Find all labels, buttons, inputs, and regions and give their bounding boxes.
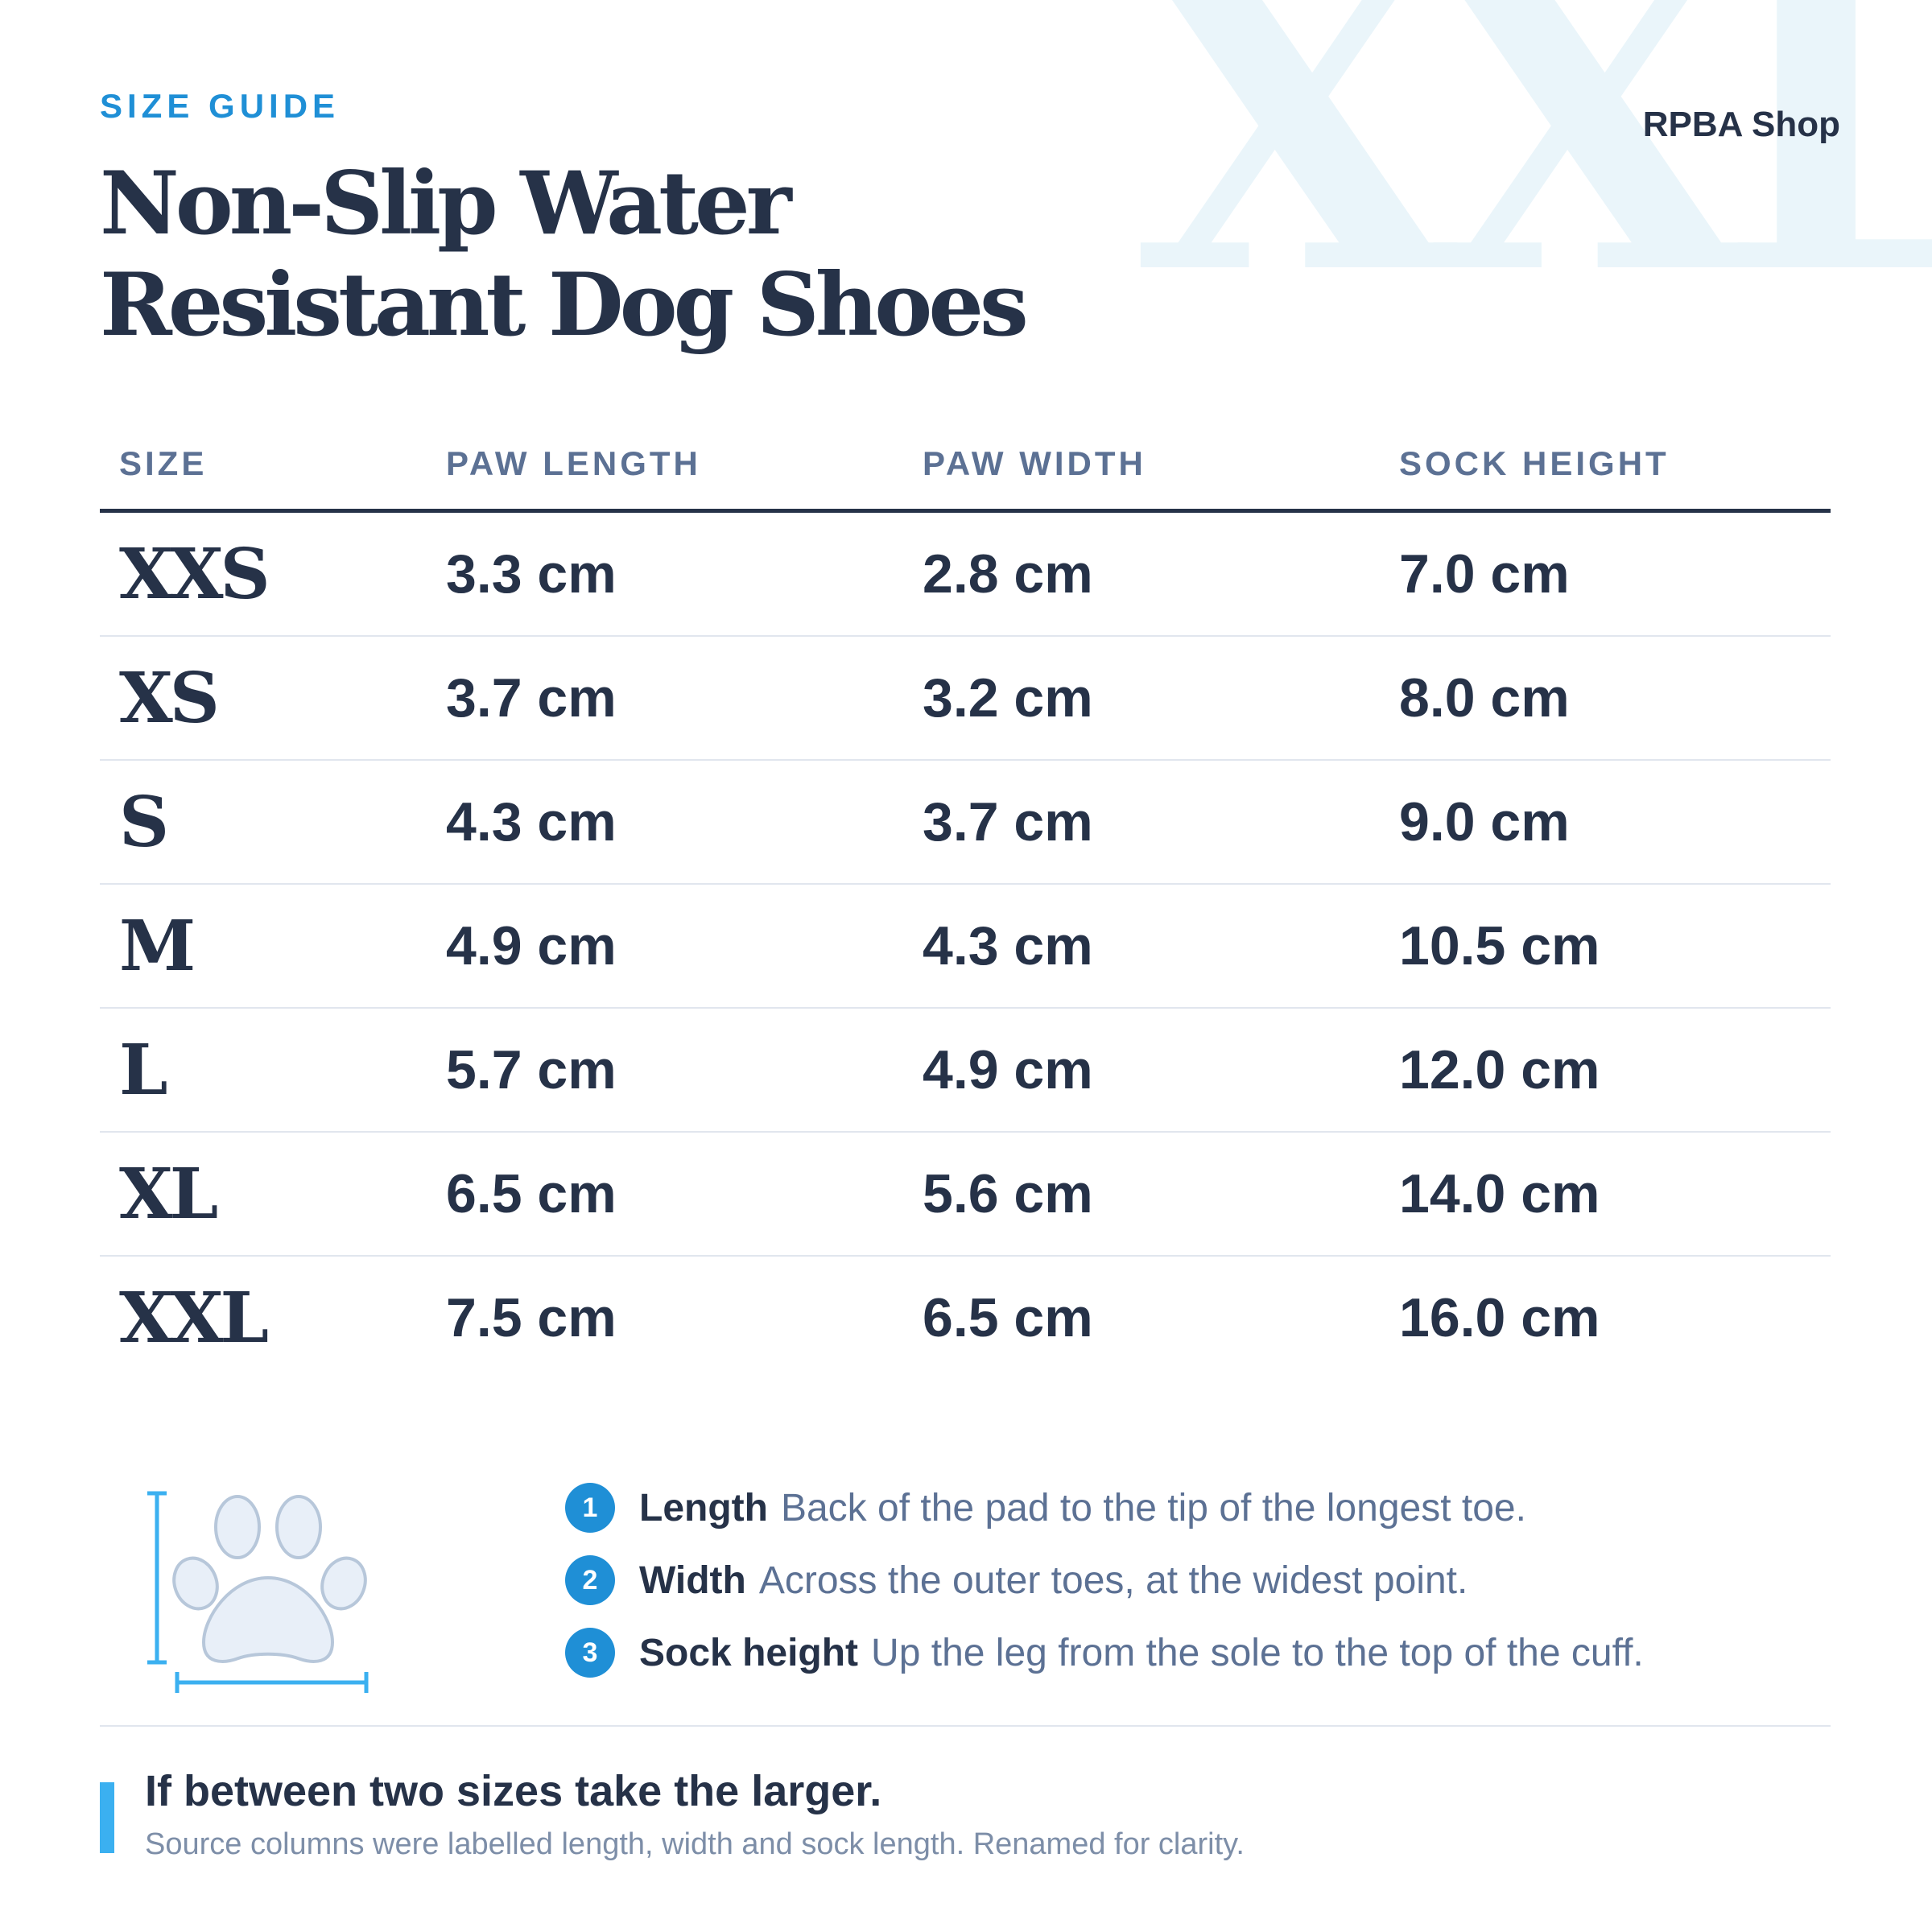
column-header-size: SIZE: [100, 419, 427, 513]
sock-height-cell: 10.5 cm: [1380, 884, 1831, 1009]
size-cell: M: [100, 884, 427, 1009]
size-watermark: XXL: [1133, 0, 1932, 366]
paw-print-icon: [172, 1495, 367, 1663]
table-row: S 4.3 cm 3.7 cm 9.0 cm: [100, 760, 1831, 885]
paw-width-cell: 3.7 cm: [903, 760, 1380, 885]
table-row: XL 6.5 cm 5.6 cm 14.0 cm: [100, 1132, 1831, 1257]
legend-item-width: 2 Width Across the outer toes, at the wi…: [565, 1544, 1821, 1616]
paw-width-cell: 5.6 cm: [903, 1132, 1380, 1257]
section-eyebrow: SIZE GUIDE: [100, 87, 341, 125]
table-row: XXL 7.5 cm 6.5 cm 16.0 cm: [100, 1256, 1831, 1379]
paw-measurement-diagram: [147, 1491, 369, 1693]
table-row: XS 3.7 cm 3.2 cm 8.0 cm: [100, 636, 1831, 761]
paw-length-cell: 4.9 cm: [427, 884, 903, 1009]
column-header-paw-width: PAW WIDTH: [903, 419, 1380, 513]
table-row: L 5.7 cm 4.9 cm 12.0 cm: [100, 1008, 1831, 1133]
paw-length-cell: 3.3 cm: [427, 510, 903, 637]
legend-item-sock-height: 3 Sock height Up the leg from the sole t…: [565, 1616, 1821, 1689]
column-header-paw-length: PAW LENGTH: [427, 419, 903, 513]
legend-term: Length: [639, 1486, 768, 1530]
width-measure-line: [175, 1672, 369, 1693]
table-header-row: SIZE PAW LENGTH PAW WIDTH SOCK HEIGHT: [100, 419, 1831, 513]
paw-width-cell: 3.2 cm: [903, 636, 1380, 761]
paw-width-cell: 4.3 cm: [903, 884, 1380, 1009]
paw-width-cell: 4.9 cm: [903, 1008, 1380, 1133]
size-table: SIZE PAW LENGTH PAW WIDTH SOCK HEIGHT XX…: [100, 419, 1831, 1379]
measurement-legend: 1 Length Back of the pad to the tip of t…: [565, 1472, 1821, 1689]
paw-width-cell: 2.8 cm: [903, 510, 1380, 637]
shop-brand: RPBA Shop: [1642, 105, 1840, 144]
paw-length-cell: 6.5 cm: [427, 1132, 903, 1257]
legend-item-length: 1 Length Back of the pad to the tip of t…: [565, 1472, 1821, 1544]
legend-term: Sock height: [639, 1631, 859, 1674]
size-cell: XXS: [100, 510, 427, 637]
table-row: M 4.9 cm 4.3 cm 10.5 cm: [100, 884, 1831, 1009]
legend-description: Up the leg from the sole to the top of t…: [871, 1631, 1644, 1674]
size-cell: S: [100, 760, 427, 885]
tip-accent-bar: [100, 1782, 114, 1853]
footnote: Source columns were labelled length, wid…: [145, 1827, 1245, 1861]
number-badge: 3: [565, 1628, 615, 1678]
paw-length-cell: 4.3 cm: [427, 760, 903, 885]
height-measure-line: [147, 1491, 167, 1665]
legend-description: Back of the pad to the tip of the longes…: [780, 1486, 1526, 1530]
sizing-tip: If between two sizes take the larger.: [145, 1767, 882, 1815]
sock-height-cell: 14.0 cm: [1380, 1132, 1831, 1257]
sock-height-cell: 7.0 cm: [1380, 510, 1831, 637]
sock-height-cell: 8.0 cm: [1380, 636, 1831, 761]
paw-length-cell: 5.7 cm: [427, 1008, 903, 1133]
paw-length-cell: 3.7 cm: [427, 636, 903, 761]
sock-height-cell: 16.0 cm: [1399, 1287, 1600, 1348]
number-badge: 1: [565, 1483, 615, 1533]
legend-description: Across the outer toes, at the widest poi…: [758, 1558, 1468, 1602]
size-cell: XS: [100, 636, 427, 761]
column-header-sock-height: SOCK HEIGHT: [1380, 419, 1831, 513]
number-badge: 2: [565, 1555, 615, 1605]
legend-term: Width: [639, 1558, 746, 1602]
section-divider: [100, 1725, 1831, 1727]
sock-height-cell: 9.0 cm: [1380, 760, 1831, 885]
size-cell: XL: [100, 1132, 427, 1257]
paw-width-cell: 6.5 cm: [923, 1287, 1093, 1348]
size-cell: XXL: [119, 1277, 269, 1359]
sock-height-cell: 12.0 cm: [1380, 1008, 1831, 1133]
table-row: XXS 3.3 cm 2.8 cm 7.0 cm: [100, 510, 1831, 637]
page-title: Non-Slip Water Resistant Dog Shoes: [100, 153, 1029, 356]
size-cell: L: [100, 1008, 427, 1133]
paw-length-cell: 7.5 cm: [446, 1287, 617, 1348]
